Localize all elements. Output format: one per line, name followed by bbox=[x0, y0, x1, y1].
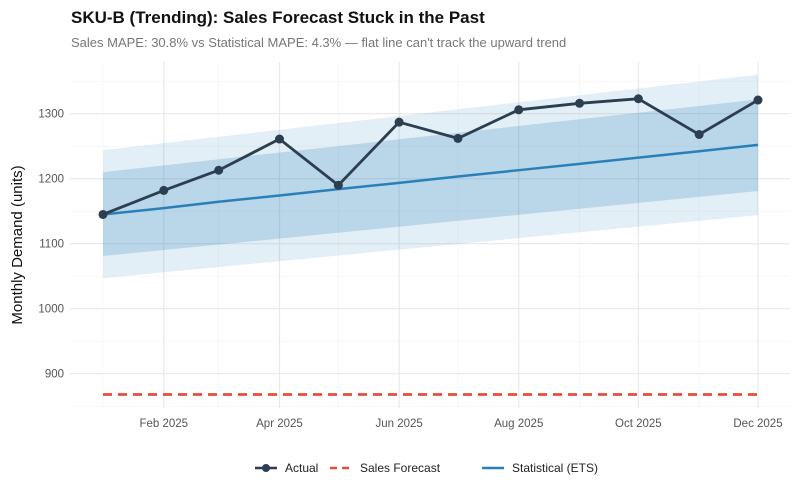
y-axis-label: Monthly Demand (units) bbox=[9, 165, 26, 324]
prediction-band-80pct bbox=[103, 99, 758, 257]
actual-data-point bbox=[214, 165, 224, 175]
x-tick-label: Oct 2025 bbox=[615, 418, 662, 430]
y-tick-label: 1200 bbox=[38, 174, 64, 186]
legend-label: Statistical (ETS) bbox=[512, 461, 598, 475]
chart-subtitle: Sales MAPE: 30.8% vs Statistical MAPE: 4… bbox=[71, 35, 567, 50]
x-tick-label: Feb 2025 bbox=[139, 418, 188, 430]
actual-data-point bbox=[274, 134, 284, 144]
actual-data-point bbox=[394, 117, 404, 127]
actual-data-point bbox=[575, 98, 585, 108]
actual-data-point bbox=[98, 209, 108, 219]
y-tick-label: 1300 bbox=[38, 109, 64, 121]
legend-label: Sales Forecast bbox=[360, 461, 441, 475]
actual-data-point bbox=[333, 180, 343, 190]
actual-data-point bbox=[753, 95, 763, 105]
chart-title: SKU-B (Trending): Sales Forecast Stuck i… bbox=[71, 8, 485, 27]
actual-data-point bbox=[159, 185, 169, 195]
x-tick-label: Jun 2025 bbox=[375, 418, 422, 430]
actual-data-point bbox=[514, 105, 524, 115]
legend-label: Actual bbox=[285, 461, 318, 475]
y-tick-label: 900 bbox=[45, 369, 64, 381]
y-tick-label: 1000 bbox=[38, 304, 64, 316]
series-line-statistical-ets bbox=[102, 143, 759, 216]
x-tick-label: Aug 2025 bbox=[494, 418, 543, 430]
x-tick-label: Apr 2025 bbox=[256, 418, 303, 430]
actual-data-point bbox=[633, 94, 643, 104]
actual-data-point bbox=[694, 130, 704, 139]
x-tick-label: Dec 2025 bbox=[733, 418, 782, 430]
legend-key-marker bbox=[262, 464, 270, 472]
series-line-actual bbox=[102, 97, 759, 216]
prediction-band-95pct bbox=[103, 74, 758, 279]
actual-data-point bbox=[453, 133, 463, 143]
y-tick-label: 1100 bbox=[39, 239, 64, 251]
